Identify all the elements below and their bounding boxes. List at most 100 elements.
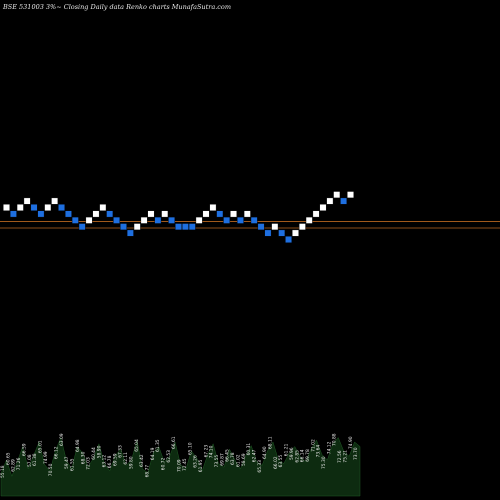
up-brick xyxy=(271,223,279,231)
up-brick xyxy=(140,216,148,224)
up-brick xyxy=(133,223,141,231)
up-brick xyxy=(51,197,59,205)
up-brick xyxy=(292,229,299,237)
up-brick xyxy=(195,216,203,224)
down-brick xyxy=(154,216,162,224)
volume-label: 71.02 xyxy=(310,439,316,452)
down-brick xyxy=(9,210,17,218)
volume-label: 59.96 xyxy=(289,447,295,460)
volume-label: 61.55 xyxy=(70,458,76,471)
volume-label: 63.26 xyxy=(193,455,199,468)
volume-label: 74.99 xyxy=(43,451,49,464)
chart-title: BSE 531003 3%~ Closing Daily data Renko … xyxy=(2,3,231,11)
up-brick xyxy=(16,204,24,211)
volume-label: 73.55 xyxy=(214,455,220,468)
volume-label: 74.90 xyxy=(348,436,354,449)
up-brick xyxy=(319,204,327,211)
down-brick xyxy=(340,197,348,205)
up-brick xyxy=(298,223,306,231)
down-brick xyxy=(120,223,127,231)
up-brick xyxy=(326,197,334,205)
down-brick xyxy=(126,229,134,237)
volume-area-shape xyxy=(0,436,361,497)
down-brick xyxy=(250,216,258,224)
down-brick xyxy=(168,216,176,224)
volume-label: 69.87 xyxy=(219,453,225,466)
down-brick xyxy=(106,210,114,218)
up-brick xyxy=(99,204,107,211)
up-brick xyxy=(147,210,155,218)
volume-label: 67.23 xyxy=(203,445,209,458)
volume-label: 63.42 xyxy=(139,454,145,467)
volume-label: 68.11 xyxy=(268,436,274,449)
volume-label: 62.89 xyxy=(11,459,17,472)
up-brick xyxy=(305,216,313,224)
volume-label: 60.65 xyxy=(5,452,11,465)
down-brick xyxy=(237,216,244,224)
volume-label: 60.44 xyxy=(91,447,97,460)
up-brick xyxy=(347,191,354,199)
volume-label: 61.21 xyxy=(284,443,290,456)
volume-label: 60.72 xyxy=(161,457,167,470)
volume-label: 65.10 xyxy=(187,442,193,455)
volume-label: 60.31 xyxy=(246,443,252,456)
volume-label: 64.98 xyxy=(75,439,81,452)
down-brick xyxy=(78,223,86,231)
volume-label: 70.50 xyxy=(48,463,54,476)
volume-label: 58.90 xyxy=(96,445,102,458)
volume-label: 66.12 xyxy=(54,446,60,459)
volume-label: 73.70 xyxy=(353,447,359,460)
volume-label: 61.95 xyxy=(198,459,204,472)
down-brick xyxy=(223,216,231,224)
volume-label: 73.64 xyxy=(316,445,322,458)
volume-label: 66.61 xyxy=(171,436,177,449)
volume-area xyxy=(0,436,361,497)
volume-label: 62.47 xyxy=(251,449,257,462)
up-brick xyxy=(202,210,210,218)
volume-label: 63.55 xyxy=(278,455,284,468)
volume-label: 65.33 xyxy=(257,460,263,473)
down-brick xyxy=(175,223,182,231)
up-brick xyxy=(333,191,341,199)
volume-label: 64.90 xyxy=(262,446,268,459)
volume-label: 72.03 xyxy=(86,457,92,470)
up-brick xyxy=(312,210,320,218)
volume-label: 72.56 xyxy=(337,450,343,463)
volume-label: 61.02 xyxy=(235,454,241,467)
volume-label: 63.12 xyxy=(102,455,108,468)
volume-label: 63.78 xyxy=(230,452,236,465)
volume-label: 65.01 xyxy=(37,440,43,453)
volume-label: 75.30 xyxy=(321,456,327,469)
up-brick xyxy=(243,210,251,218)
volume-label: 57.08 xyxy=(27,454,33,467)
volume-label: 74.10 xyxy=(209,445,215,458)
up-brick xyxy=(23,197,31,205)
volume-label: 71.26 xyxy=(16,457,22,470)
volume-label: 65.04 xyxy=(134,439,140,452)
down-brick xyxy=(65,210,72,218)
volume-label: 66.78 xyxy=(107,455,113,468)
volume-label: 66.45 xyxy=(225,449,231,462)
volume-label: 67.33 xyxy=(118,445,124,458)
volume-label: 59.80 xyxy=(128,456,134,469)
up-brick xyxy=(209,204,217,211)
volume-label: 59.47 xyxy=(64,456,70,469)
down-brick xyxy=(113,216,120,224)
up-brick xyxy=(85,216,93,224)
volume-label: 74.12 xyxy=(326,441,332,454)
volume-label: 75.21 xyxy=(342,450,348,463)
down-brick xyxy=(285,236,292,243)
volume-label: 62.85 xyxy=(294,450,300,463)
volume-label: 61.35 xyxy=(155,439,161,452)
up-brick xyxy=(230,210,237,218)
volume-label: 70.88 xyxy=(332,433,338,446)
down-brick xyxy=(58,204,65,211)
down-brick xyxy=(264,229,272,237)
volume-label: 66.02 xyxy=(273,456,279,469)
volume-label: 69.78 xyxy=(305,449,311,462)
volume-label: 69.59 xyxy=(112,453,118,466)
up-brick xyxy=(44,204,52,211)
volume-label: 64.19 xyxy=(150,447,156,460)
